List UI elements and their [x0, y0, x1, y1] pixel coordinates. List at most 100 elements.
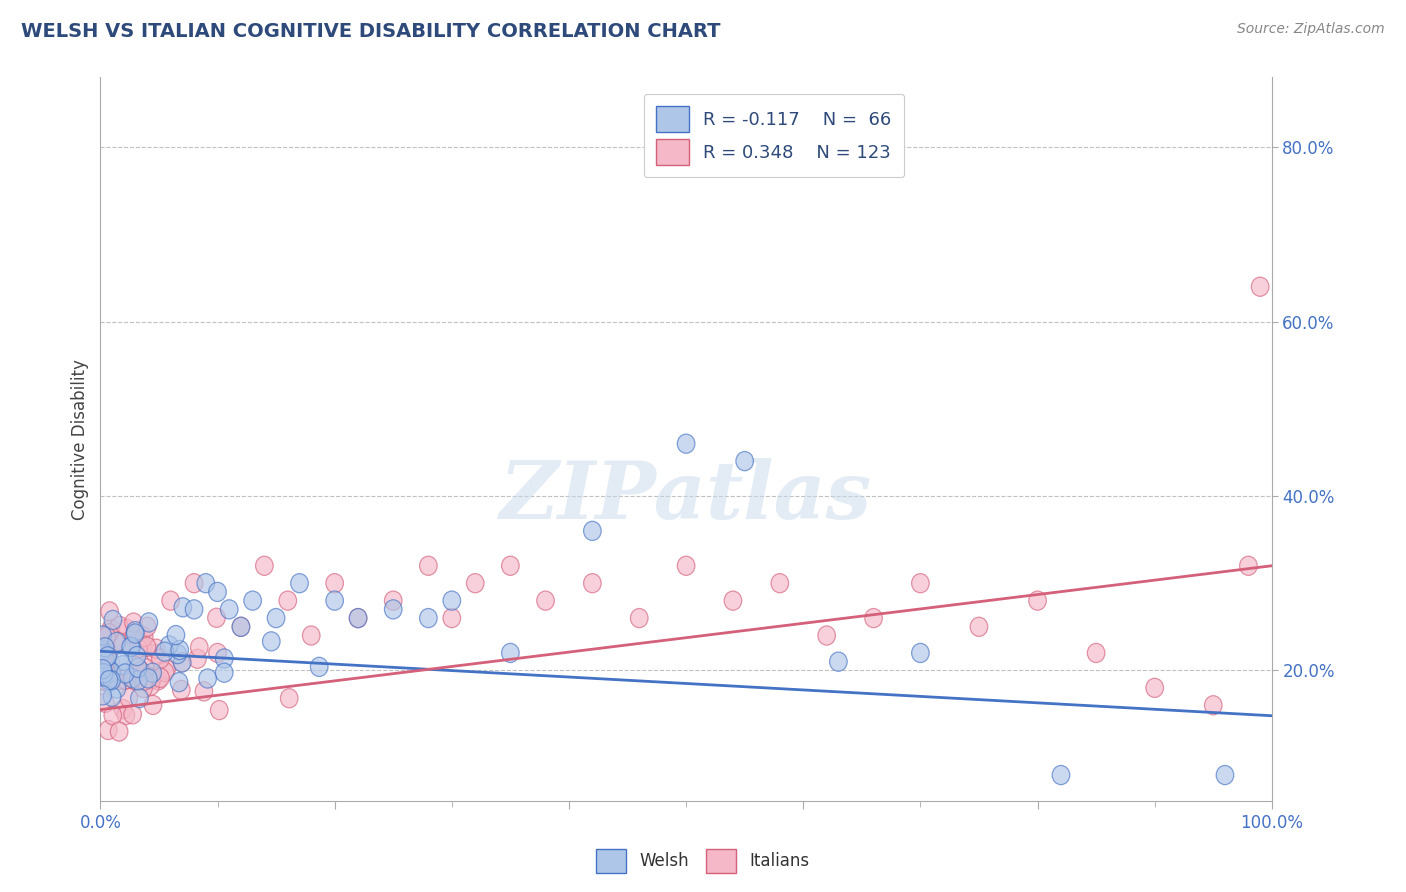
Ellipse shape: [96, 664, 112, 683]
Ellipse shape: [583, 574, 602, 593]
Ellipse shape: [127, 657, 143, 675]
Ellipse shape: [103, 671, 121, 690]
Ellipse shape: [818, 626, 835, 645]
Ellipse shape: [94, 664, 111, 682]
Ellipse shape: [94, 641, 111, 660]
Ellipse shape: [173, 653, 191, 672]
Ellipse shape: [167, 625, 184, 645]
Ellipse shape: [129, 658, 146, 677]
Y-axis label: Cognitive Disability: Cognitive Disability: [72, 359, 89, 520]
Ellipse shape: [302, 626, 321, 645]
Ellipse shape: [911, 574, 929, 593]
Ellipse shape: [97, 638, 114, 657]
Ellipse shape: [115, 651, 132, 670]
Ellipse shape: [152, 668, 169, 688]
Ellipse shape: [120, 689, 138, 707]
Ellipse shape: [830, 652, 848, 672]
Ellipse shape: [129, 671, 148, 690]
Ellipse shape: [724, 591, 742, 610]
Ellipse shape: [173, 681, 190, 699]
Ellipse shape: [173, 653, 191, 672]
Ellipse shape: [157, 660, 176, 679]
Ellipse shape: [419, 608, 437, 628]
Ellipse shape: [1205, 696, 1222, 714]
Ellipse shape: [135, 638, 152, 657]
Ellipse shape: [108, 679, 125, 698]
Ellipse shape: [384, 591, 402, 610]
Ellipse shape: [149, 671, 167, 690]
Ellipse shape: [735, 451, 754, 471]
Ellipse shape: [94, 640, 112, 659]
Ellipse shape: [98, 666, 115, 685]
Ellipse shape: [122, 637, 139, 657]
Ellipse shape: [326, 574, 343, 593]
Ellipse shape: [100, 671, 118, 690]
Ellipse shape: [125, 613, 142, 632]
Ellipse shape: [100, 721, 117, 739]
Ellipse shape: [96, 666, 114, 686]
Ellipse shape: [103, 688, 121, 706]
Ellipse shape: [156, 642, 173, 661]
Ellipse shape: [127, 671, 145, 690]
Ellipse shape: [263, 632, 280, 651]
Ellipse shape: [135, 627, 153, 647]
Ellipse shape: [100, 624, 118, 643]
Ellipse shape: [139, 669, 157, 688]
Ellipse shape: [96, 649, 114, 668]
Ellipse shape: [128, 647, 146, 665]
Ellipse shape: [215, 663, 233, 682]
Ellipse shape: [111, 616, 128, 635]
Ellipse shape: [105, 668, 122, 688]
Ellipse shape: [111, 670, 129, 690]
Ellipse shape: [118, 619, 135, 639]
Ellipse shape: [138, 637, 156, 657]
Ellipse shape: [136, 671, 153, 690]
Ellipse shape: [188, 649, 207, 668]
Ellipse shape: [384, 599, 402, 619]
Ellipse shape: [117, 706, 135, 724]
Ellipse shape: [160, 636, 179, 655]
Ellipse shape: [221, 599, 238, 619]
Ellipse shape: [278, 591, 297, 610]
Ellipse shape: [1052, 765, 1070, 785]
Ellipse shape: [169, 644, 187, 664]
Ellipse shape: [94, 670, 112, 690]
Ellipse shape: [124, 669, 141, 688]
Ellipse shape: [1029, 591, 1046, 610]
Ellipse shape: [1146, 678, 1164, 698]
Ellipse shape: [215, 648, 233, 668]
Ellipse shape: [97, 637, 115, 656]
Text: ZIPatlas: ZIPatlas: [501, 458, 872, 536]
Ellipse shape: [125, 626, 143, 646]
Ellipse shape: [110, 722, 128, 741]
Ellipse shape: [124, 705, 142, 724]
Ellipse shape: [97, 693, 114, 713]
Ellipse shape: [122, 637, 141, 657]
Ellipse shape: [96, 642, 112, 661]
Ellipse shape: [197, 574, 215, 593]
Ellipse shape: [970, 617, 988, 636]
Ellipse shape: [311, 657, 328, 676]
Ellipse shape: [243, 591, 262, 610]
Ellipse shape: [186, 574, 202, 593]
Ellipse shape: [114, 656, 131, 675]
Ellipse shape: [502, 557, 519, 575]
Ellipse shape: [911, 643, 929, 663]
Ellipse shape: [1240, 557, 1257, 575]
Ellipse shape: [256, 557, 273, 575]
Ellipse shape: [141, 613, 157, 632]
Ellipse shape: [865, 608, 883, 628]
Ellipse shape: [97, 640, 114, 660]
Ellipse shape: [125, 634, 142, 654]
Ellipse shape: [117, 670, 134, 690]
Ellipse shape: [94, 686, 111, 705]
Ellipse shape: [103, 663, 121, 682]
Ellipse shape: [105, 632, 124, 650]
Text: Source: ZipAtlas.com: Source: ZipAtlas.com: [1237, 22, 1385, 37]
Ellipse shape: [208, 643, 226, 663]
Ellipse shape: [678, 434, 695, 453]
Ellipse shape: [132, 626, 150, 645]
Ellipse shape: [143, 669, 162, 689]
Ellipse shape: [94, 657, 111, 675]
Ellipse shape: [142, 676, 159, 695]
